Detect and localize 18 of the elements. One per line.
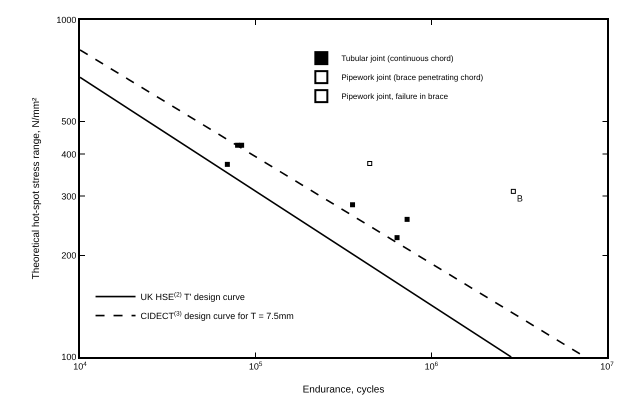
y-tick-label: 400 <box>61 149 76 160</box>
x-tick-label: 10$^{7}$ <box>600 360 614 372</box>
x-axis-title: Endurance, cycles <box>302 384 384 396</box>
x-tick-label: 10$^{5}$ <box>248 360 263 372</box>
y-tick-label: 100 <box>61 352 76 362</box>
legend-label: Pipework joint, failure in brace <box>341 92 449 102</box>
y-tick-label: 500 <box>61 116 76 127</box>
legend-label: UK HSE$^{(2)}$ T' design curve <box>140 291 245 302</box>
y-tick-label: 200 <box>61 250 76 261</box>
y-tick-label: 300 <box>61 191 76 202</box>
y-tick-label: 1000 <box>56 15 76 26</box>
legend-label: CIDECT$^{(3)}$ design curve for T = 7.5mm <box>140 310 294 322</box>
y-axis-title: Theoretical hot-spot stress range, N/mm² <box>30 96 42 280</box>
x-tick-label: 10$^{6}$ <box>424 360 439 372</box>
legend-label: Tubular joint (continuous chord) <box>341 54 454 64</box>
data-label: B <box>516 194 523 204</box>
x-tick-label: 10$^{4}$ <box>73 360 88 372</box>
legend-label: Pipework joint (brace penetrating chord) <box>341 73 484 82</box>
